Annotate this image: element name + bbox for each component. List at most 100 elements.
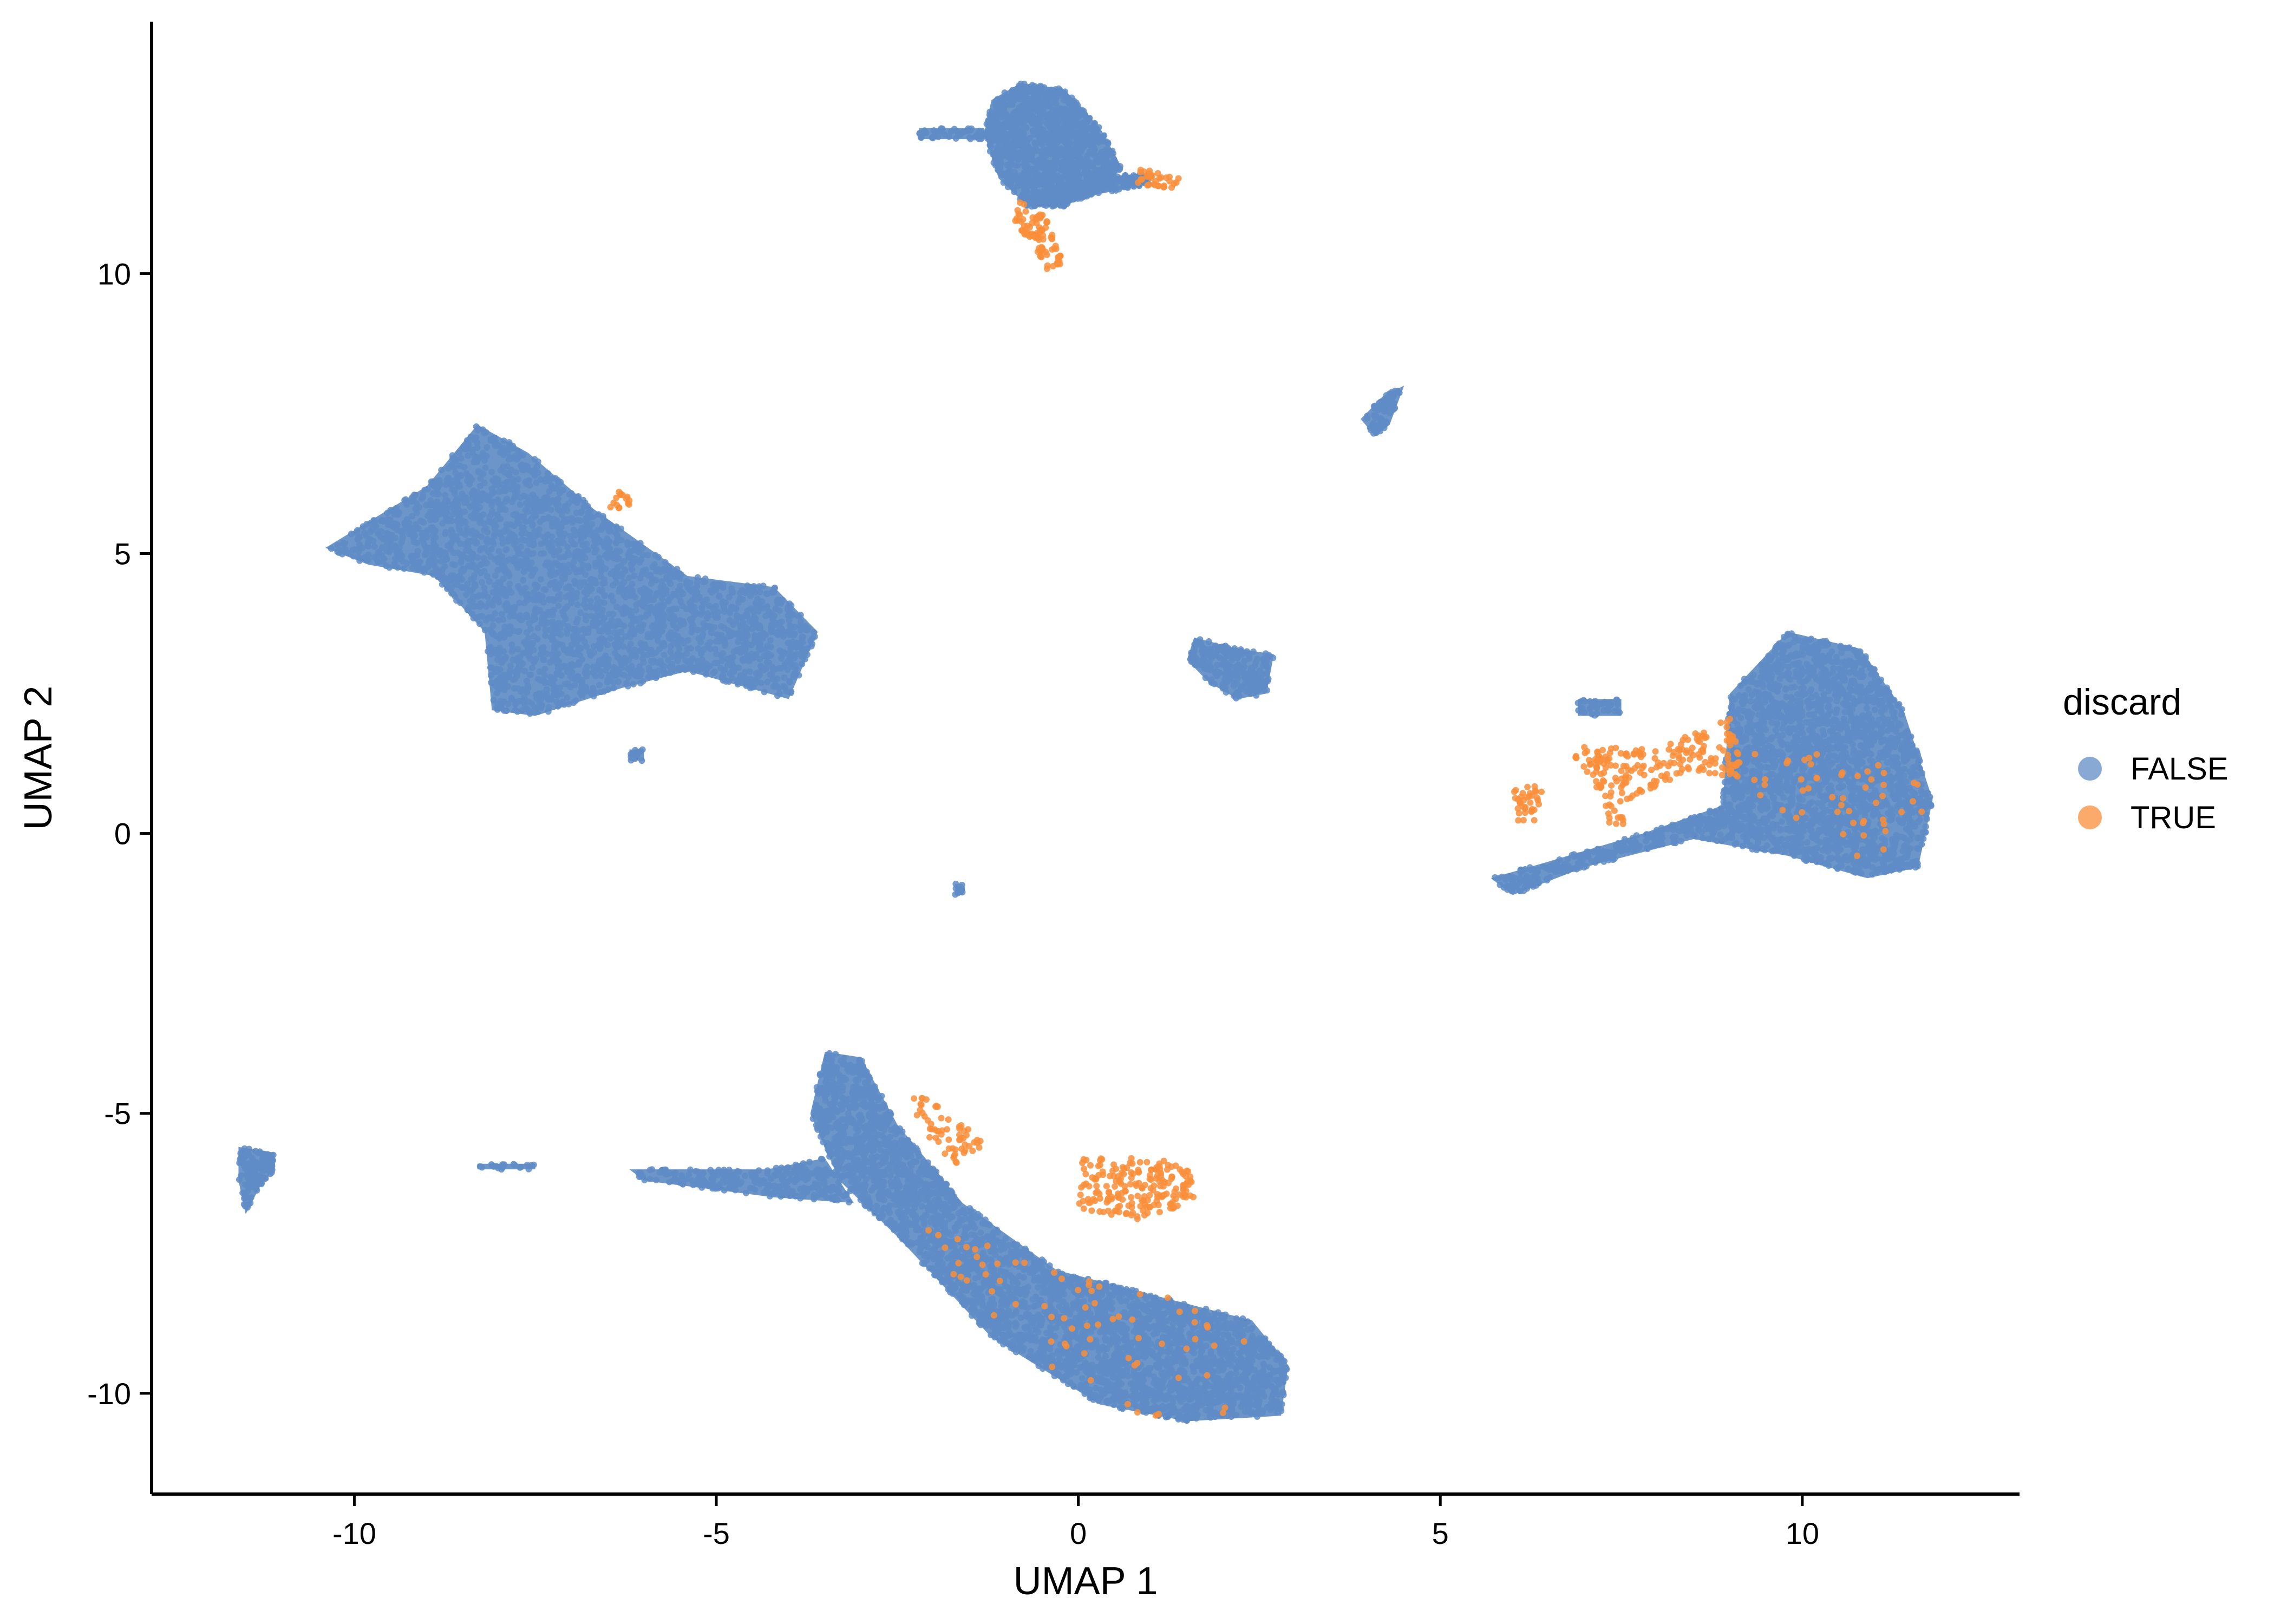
point [557,596,563,603]
point [777,665,784,672]
point [527,672,533,678]
point [573,569,580,575]
point [633,617,639,624]
point [1262,687,1268,693]
point [1225,671,1231,678]
point [540,515,547,522]
point [530,640,536,647]
point [741,674,748,680]
point [492,669,498,675]
point [1109,180,1115,187]
point [365,543,371,549]
point [502,656,508,663]
point [1033,90,1040,97]
point [668,634,674,640]
point [591,543,597,549]
point [497,531,504,538]
point [809,640,815,647]
point [476,613,483,620]
point [710,670,717,676]
point [640,603,646,609]
point [714,631,720,638]
point [573,619,580,626]
point [521,639,527,645]
point [987,124,994,130]
point [560,562,567,569]
point [533,582,539,588]
point [522,507,529,514]
point [605,686,611,693]
point [540,656,546,663]
point [429,560,436,566]
point [448,590,455,597]
point [584,664,590,670]
point [649,564,656,570]
point [466,481,473,488]
point [519,462,525,468]
point [528,572,535,579]
point [720,601,727,608]
point [447,541,453,548]
point [1013,173,1020,180]
point [1084,124,1091,130]
point [520,559,526,565]
point [564,507,570,514]
point [512,604,518,610]
point [1055,124,1061,130]
point [1024,156,1030,162]
point [1003,173,1010,180]
point [1802,678,1809,684]
point [629,566,636,573]
point [531,494,537,500]
point [740,658,747,664]
point [543,562,549,568]
point [742,612,749,618]
point [749,625,755,632]
point [530,509,536,515]
point [498,449,505,456]
point [467,588,474,595]
point [533,597,539,604]
point [509,649,515,655]
point [556,603,562,609]
point [737,626,744,633]
point [706,603,713,609]
point [707,639,713,646]
point [633,607,639,613]
point [512,707,519,713]
point [1199,658,1205,664]
point [489,602,496,608]
point [428,479,435,485]
point [538,645,545,652]
point [687,604,694,610]
point [1203,675,1209,681]
point [988,143,994,150]
point [684,666,691,672]
point [442,556,448,563]
point [576,646,582,652]
point [375,549,381,556]
point [1206,638,1212,645]
point [1069,120,1075,127]
point [365,552,372,558]
point [528,559,535,566]
point [1098,137,1105,143]
point [987,113,994,119]
point [391,560,398,567]
point [509,443,516,449]
point [577,518,584,524]
point [545,708,552,715]
point [454,537,461,543]
point [1064,112,1070,118]
point [582,670,589,676]
point [530,501,537,507]
point [580,497,586,503]
point [524,678,530,684]
point [583,613,589,619]
point [1050,135,1057,141]
point [627,634,633,640]
point [567,595,574,602]
point [1029,120,1036,127]
point [572,697,579,704]
point [493,678,500,685]
